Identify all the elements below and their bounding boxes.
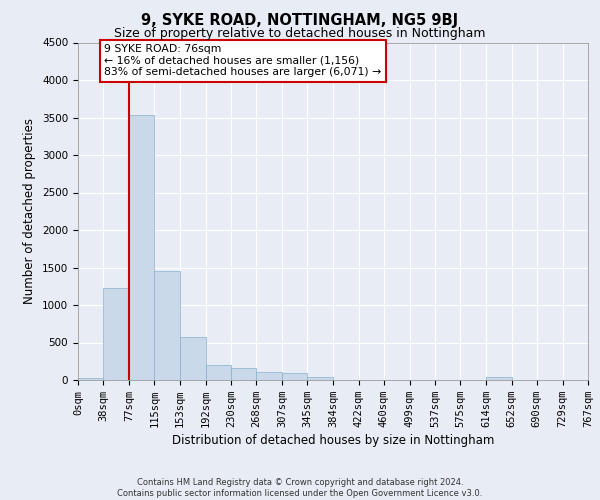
Bar (486, 376, 512, 380)
Bar (78, 378, 103, 380)
Bar (129, 116, 154, 380)
Bar (154, 270, 180, 380)
Bar (307, 376, 334, 380)
Bar (256, 372, 282, 380)
Text: 9 SYKE ROAD: 76sqm
← 16% of detached houses are smaller (1,156)
83% of semi-deta: 9 SYKE ROAD: 76sqm ← 16% of detached hou… (104, 44, 381, 78)
Bar (103, 288, 129, 380)
X-axis label: Distribution of detached houses by size in Nottingham: Distribution of detached houses by size … (172, 434, 494, 447)
Bar (231, 368, 256, 380)
Bar (180, 337, 206, 380)
Y-axis label: Number of detached properties: Number of detached properties (23, 118, 37, 304)
Bar (282, 373, 307, 380)
Bar (206, 365, 231, 380)
Text: 9, SYKE ROAD, NOTTINGHAM, NG5 9BJ: 9, SYKE ROAD, NOTTINGHAM, NG5 9BJ (142, 12, 458, 28)
Text: Contains HM Land Registry data © Crown copyright and database right 2024.
Contai: Contains HM Land Registry data © Crown c… (118, 478, 482, 498)
Text: Size of property relative to detached houses in Nottingham: Size of property relative to detached ho… (114, 28, 486, 40)
